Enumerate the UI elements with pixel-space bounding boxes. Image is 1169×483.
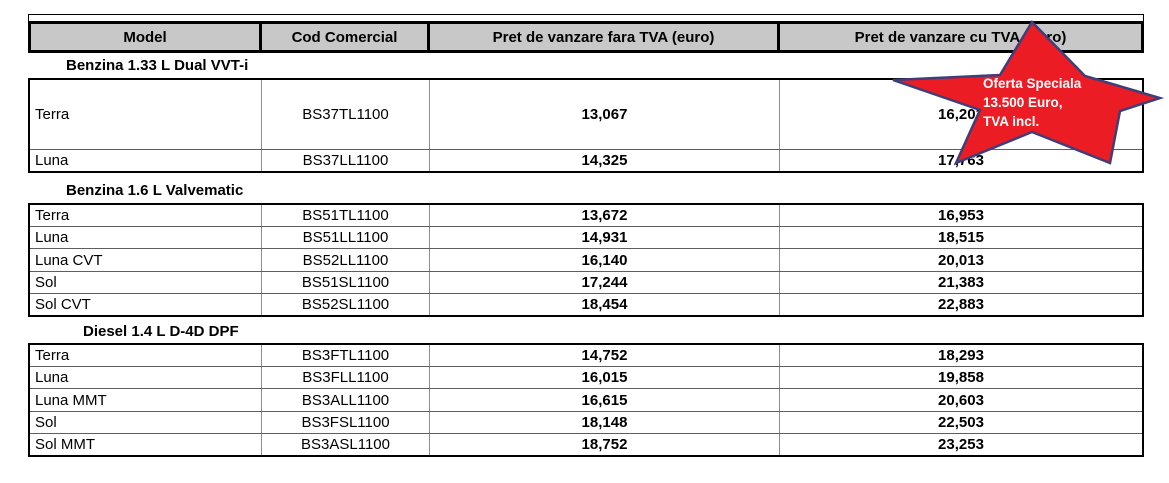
cell-pret-cu: 22,503 [938, 413, 984, 431]
table-row: Sol BS51SL1100 17,244 21,383 [30, 270, 1142, 293]
section-title: Benzina 1.6 L Valvematic [66, 182, 244, 199]
cell-pret-cu: 18,515 [938, 229, 984, 247]
cell-cod: BS51TL1100 [262, 205, 430, 227]
cell-cod: BS52LL1100 [262, 249, 430, 271]
cell-pret-cu: 19,858 [938, 369, 984, 387]
cell-model: Terra [30, 80, 262, 149]
section-price-block: Terra BS37TL1100 13,067 16,203 Luna BS37LL110… [28, 78, 1144, 173]
table-header-row: Model Cod Comercial Pret de vanzare fara… [28, 21, 1144, 53]
cell-pret-fara: 14,325 [430, 150, 780, 171]
table-row: Luna BS51LL1100 14,931 18,515 [30, 226, 1142, 249]
cell-model: Luna [30, 227, 262, 249]
cell-cod: BS37LL1100 [262, 150, 430, 171]
section-price-block: Terra BS3FTL1100 14,752 18,293 Luna BS3FLL110… [28, 343, 1144, 457]
section-title: Benzina 1.33 L Dual VVT-i [66, 57, 249, 74]
cell-model: Luna MMT [30, 389, 262, 411]
cell-pret-fara: 13,067 [430, 80, 780, 149]
column-header-model: Model [31, 24, 262, 50]
section-title: Diesel 1.4 L D-4D DPF [83, 323, 239, 340]
cell-pret-fara: 18,148 [430, 411, 780, 433]
table-row: Luna BS3FLL1100 16,015 19,858 [30, 366, 1142, 389]
table-row: Sol BS3FSL1100 18,148 22,503 [30, 410, 1142, 433]
cell-model: Luna CVT [30, 249, 262, 271]
cell-cod: BS51LL1100 [262, 227, 430, 249]
cell-model: Terra [30, 205, 262, 227]
cell-pret-cu: 16,203 [938, 106, 984, 123]
cell-cod: BS52SL1100 [262, 293, 430, 316]
table-row: Luna MMT BS3ALL1100 16,615 20,603 [30, 388, 1142, 411]
cell-pret-cu: 18,293 [938, 347, 984, 365]
cell-pret-fara: 16,615 [430, 389, 780, 411]
cell-cod: BS3FSL1100 [262, 411, 430, 433]
column-header-pret-fara: Pret de vanzare fara TVA (euro) [430, 24, 780, 50]
cell-model: Sol MMT [30, 433, 262, 456]
table-row: Sol MMT BS3ASL1100 18,752 23,253 [30, 432, 1142, 456]
cell-pret-cu: 21,383 [938, 273, 984, 291]
cell-model: Luna [30, 150, 262, 171]
table-row: Terra BS51TL1100 13,672 16,953 [30, 205, 1142, 227]
cell-cod: BS37TL1100 [262, 80, 430, 149]
column-header-pret-cu: Pret de vanzare cu TVA (euro) [854, 28, 1067, 46]
cell-pret-cu: 23,253 [938, 435, 984, 453]
table-row: Luna BS37LL1100 14,325 17,763 [30, 149, 1142, 171]
table-row: Sol CVT BS52SL1100 18,454 22,883 [30, 292, 1142, 316]
cell-model: Terra [30, 345, 262, 367]
cell-model: Sol [30, 411, 262, 433]
cell-pret-fara: 14,752 [430, 345, 780, 367]
section-price-block: Terra BS51TL1100 13,672 16,953 Luna BS51LL110… [28, 203, 1144, 317]
cell-pret-fara: 18,454 [430, 293, 780, 316]
table-top-border [28, 14, 1144, 21]
cell-pret-cu: 20,013 [938, 251, 984, 269]
cell-cod: BS3ASL1100 [262, 433, 430, 456]
cell-model: Sol [30, 271, 262, 293]
table-row: Terra BS37TL1100 13,067 16,203 [30, 80, 1142, 149]
cell-pret-cu: 17,763 [938, 152, 984, 169]
column-header-cod: Cod Comercial [262, 24, 430, 50]
cell-model: Luna [30, 367, 262, 389]
cell-cod: BS3FTL1100 [262, 345, 430, 367]
cell-pret-fara: 18,752 [430, 433, 780, 456]
cell-pret-fara: 13,672 [430, 205, 780, 227]
cell-pret-fara: 14,931 [430, 227, 780, 249]
cell-cod: BS3ALL1100 [262, 389, 430, 411]
cell-cod: BS51SL1100 [262, 271, 430, 293]
cell-pret-cu: 22,883 [938, 295, 984, 313]
table-row: Terra BS3FTL1100 14,752 18,293 [30, 345, 1142, 367]
table-row: Luna CVT BS52LL1100 16,140 20,013 [30, 248, 1142, 271]
cell-cod: BS3FLL1100 [262, 367, 430, 389]
cell-pret-fara: 16,015 [430, 367, 780, 389]
cell-pret-fara: 16,140 [430, 249, 780, 271]
cell-pret-fara: 17,244 [430, 271, 780, 293]
cell-model: Sol CVT [30, 293, 262, 316]
cell-pret-cu: 20,603 [938, 391, 984, 409]
cell-pret-cu: 16,953 [938, 207, 984, 225]
